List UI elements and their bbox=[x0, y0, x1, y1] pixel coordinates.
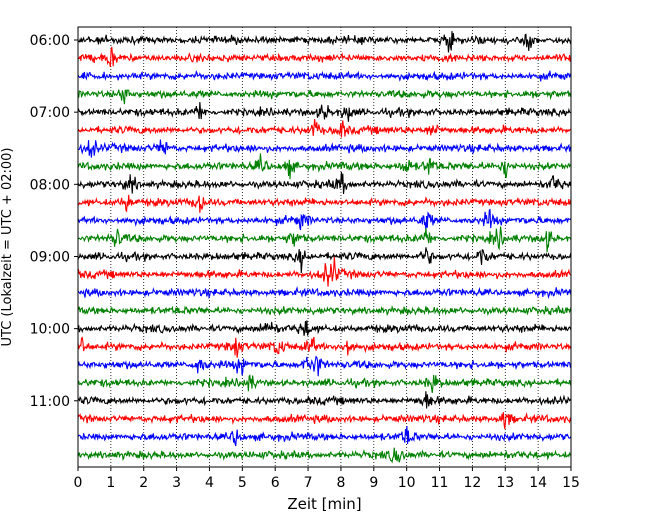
trace-0730 bbox=[77, 139, 572, 158]
trace-1045 bbox=[77, 374, 572, 394]
x-tick-label: 11 bbox=[431, 475, 449, 491]
x-tick-label: 15 bbox=[562, 475, 580, 491]
x-tick-label: 1 bbox=[106, 475, 115, 491]
x-tick-label: 13 bbox=[496, 475, 514, 491]
x-tick-label: 5 bbox=[238, 475, 247, 491]
trace-0845 bbox=[77, 226, 572, 253]
y-tick-label: 11:00 bbox=[30, 394, 70, 410]
y-tick-label: 07:00 bbox=[30, 105, 70, 121]
x-tick-label: 2 bbox=[139, 475, 148, 491]
x-tick-label: 6 bbox=[271, 475, 280, 491]
trace-0645 bbox=[77, 89, 572, 105]
plot-frame bbox=[77, 26, 572, 468]
trace-0930 bbox=[77, 285, 572, 300]
trace-1145 bbox=[77, 447, 572, 464]
x-tick-label: 14 bbox=[529, 475, 547, 491]
trace-0745 bbox=[77, 153, 572, 180]
trace-0700 bbox=[77, 101, 572, 122]
trace-0830 bbox=[77, 208, 572, 231]
x-tick-label: 3 bbox=[172, 475, 181, 491]
y-tick-label: 08:00 bbox=[30, 177, 70, 193]
x-axis: 0 1 2 3 4 5 6 7 8 9 10 11 12 13 14 15 bbox=[74, 467, 580, 491]
x-tick-label: 9 bbox=[369, 475, 378, 491]
trace-0800 bbox=[77, 171, 572, 195]
trace-1030 bbox=[77, 355, 572, 377]
trace-0945 bbox=[77, 304, 572, 317]
y-axis: 06:00 07:00 08:00 09:00 10:00 11:00 bbox=[30, 33, 78, 410]
trace-0715 bbox=[77, 118, 572, 138]
trace-1015 bbox=[77, 336, 572, 358]
trace-0630 bbox=[77, 70, 572, 82]
x-tick-label: 12 bbox=[463, 475, 481, 491]
trace-0600 bbox=[77, 31, 572, 53]
trace-1115 bbox=[77, 412, 572, 430]
trace-group bbox=[77, 31, 572, 464]
x-tick-label: 4 bbox=[205, 475, 214, 491]
x-tick-label: 10 bbox=[398, 475, 416, 491]
trace-1100 bbox=[77, 391, 572, 409]
x-axis-label: Zeit [min] bbox=[287, 495, 361, 513]
trace-1130 bbox=[77, 425, 572, 447]
y-axis-label: UTC (Lokalzeit = UTC + 02:00) bbox=[0, 148, 15, 347]
trace-0900 bbox=[77, 247, 572, 274]
trace-1000 bbox=[77, 320, 572, 336]
trace-0815 bbox=[77, 194, 572, 213]
y-tick-label: 09:00 bbox=[30, 249, 70, 265]
vertical-grid bbox=[110, 27, 539, 467]
x-tick-label: 7 bbox=[304, 475, 313, 491]
x-tick-label: 0 bbox=[74, 475, 83, 491]
y-tick-label: 06:00 bbox=[30, 33, 70, 49]
x-tick-label: 8 bbox=[336, 475, 345, 491]
trace-0615 bbox=[77, 46, 572, 68]
y-tick-label: 10:00 bbox=[30, 322, 70, 338]
trace-0915 bbox=[77, 256, 572, 287]
